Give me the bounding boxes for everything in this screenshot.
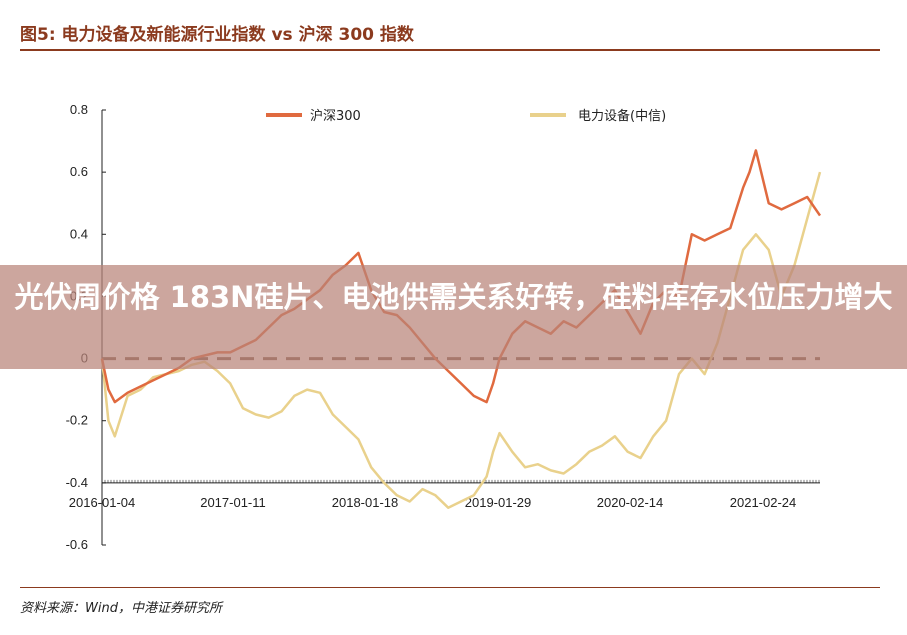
x-tick-label: 2019-01-29	[465, 495, 532, 510]
bottom-rule	[20, 587, 880, 588]
legend: 沪深300 电力设备(中信)	[266, 108, 666, 124]
overlay-banner	[0, 265, 907, 369]
top-rule	[20, 49, 880, 51]
y-tick-label: 0.6	[70, 164, 88, 179]
y-tick-label: 0.8	[70, 102, 88, 117]
x-axis: 2016-01-04 2017-01-11 2018-01-18 2019-01-29…	[69, 357, 820, 510]
y-tick-label: 0.4	[70, 226, 88, 241]
x-tick-label: 2020-02-14	[597, 495, 664, 510]
overlay-banner-text: 光伏周价格 183N硅片、电池供需关系好转，硅料库存水位压力增大	[14, 280, 893, 314]
x-tick-label: 2021-02-24	[730, 495, 797, 510]
x-tick-label: 2017-01-11	[200, 495, 266, 510]
legend-label: 电力设备(中信)	[578, 108, 666, 124]
y-tick-label: -0.2	[66, 413, 88, 428]
figure-title: 图5: 电力设备及新能源行业指数 vs 沪深 300 指数	[20, 25, 414, 45]
legend-label: 沪深300	[310, 108, 361, 124]
y-tick-label: -0.6	[66, 537, 88, 552]
y-tick-label: -0.4	[66, 475, 88, 490]
x-tick-label: 2016-01-04	[69, 495, 136, 510]
x-tick-label: 2018-01-18	[332, 495, 399, 510]
source-note: 资料来源：Wind，中港证券研究所	[20, 601, 222, 616]
